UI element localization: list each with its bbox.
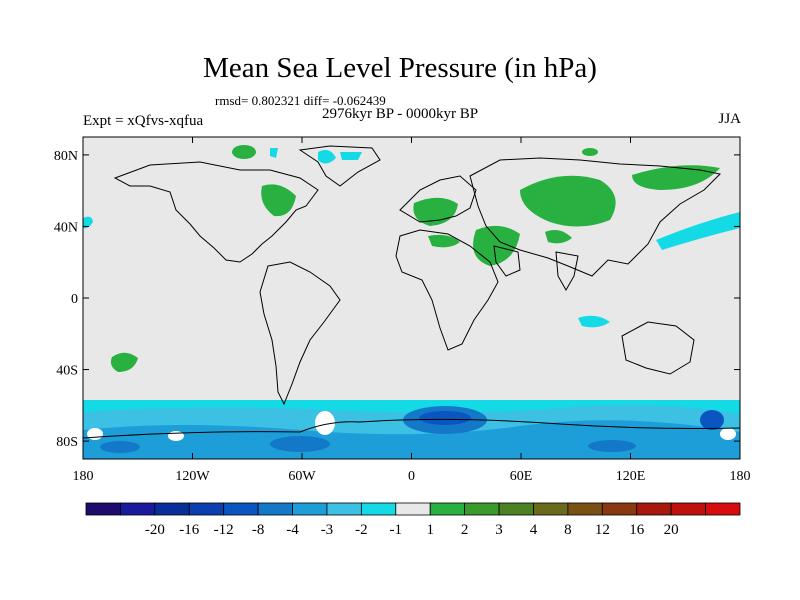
asia: [469, 157, 722, 277]
season-label: JJA: [718, 111, 741, 127]
north-america: [113, 161, 319, 263]
colorbar-label: 16: [629, 522, 645, 538]
colorbar-label: -12: [214, 522, 234, 538]
australia: [621, 321, 695, 375]
colorbar-label: 20: [664, 522, 679, 538]
colorbar-swatch: [429, 502, 466, 516]
greenland: [298, 145, 381, 187]
colorbar-label: -2: [355, 522, 368, 538]
time-period: 2976kyr BP - 0000kyr BP: [322, 106, 479, 122]
map-panel: 80N 40N 0 40S 80S 180 120W 60W 0 60E 120E 180: [54, 136, 751, 484]
colorbar-swatch: [326, 502, 362, 516]
colorbar-label: -1: [390, 522, 403, 538]
lon-label: 120W: [175, 469, 210, 484]
southern-ocean-anomaly: [83, 400, 740, 459]
colorbar: [85, 502, 741, 516]
colorbar-label: 4: [530, 522, 538, 538]
colorbar-label: 8: [564, 522, 572, 538]
negative-anomaly-patches: [83, 148, 740, 328]
lon-label: 0: [408, 469, 415, 484]
colorbar-swatch: [120, 502, 156, 516]
lat-label: 40N: [54, 220, 78, 235]
latitude-labels: 80N 40N 0 40S 80S: [54, 149, 78, 450]
colorbar-swatch: [154, 502, 190, 516]
colorbar-swatch: [464, 502, 500, 516]
plot-title: Mean Sea Level Pressure (in hPa): [203, 52, 597, 84]
colorbar-label: -3: [321, 522, 334, 538]
colorbar-swatch: [601, 502, 638, 516]
lon-label: 180: [73, 469, 94, 484]
colorbar-swatch: [498, 502, 534, 516]
rmsd-diff-stats: rmsd= 0.802321 diff= -0.062439: [215, 93, 386, 108]
europe: [399, 175, 477, 223]
colorbar-swatch: [292, 502, 328, 516]
colorbar-swatch: [636, 502, 672, 516]
colorbar-label: -16: [179, 522, 199, 538]
africa: [395, 229, 499, 351]
lat-label: 0: [71, 292, 78, 307]
colorbar-label: 2: [461, 522, 469, 538]
lat-label: 80S: [56, 435, 78, 450]
coastlines: [82, 145, 741, 439]
colorbar-swatch: [670, 502, 706, 516]
lon-label: 120E: [616, 469, 646, 484]
positive-anomaly-patches: [110, 145, 720, 372]
south-america: [259, 261, 341, 406]
colorbar-label: 3: [495, 522, 503, 538]
colorbar-swatch: [85, 502, 121, 516]
experiment-label: Expt = xQfvs-xqfua: [83, 113, 204, 129]
antarctica: [82, 418, 741, 439]
india: [555, 251, 579, 292]
colorbar-label: -4: [286, 522, 299, 538]
colorbar-swatch: [395, 502, 431, 516]
colorbar-swatch: [567, 502, 603, 516]
arabia: [493, 245, 521, 277]
colorbar-swatch: [257, 502, 293, 516]
longitude-labels: 180 120W 60W 0 60E 120E 180: [73, 469, 751, 484]
colorbar-label: -8: [252, 522, 265, 538]
colorbar-swatch: [360, 502, 397, 516]
colorbar-label: 12: [595, 522, 610, 538]
axis-ticks: [82, 137, 741, 459]
colorbar-swatch: [223, 502, 259, 516]
lon-label: 60W: [288, 469, 316, 484]
colorbar-label: 1: [426, 522, 434, 538]
lon-label: 180: [730, 469, 751, 484]
lat-label: 80N: [54, 149, 78, 164]
colorbar-swatch: [188, 502, 225, 516]
colorbar-label: -20: [145, 522, 165, 538]
colorbar-labels: -20 -16 -12 -8 -4 -3 -2 -1 1 2 3 4 8 12 16 20: [145, 522, 679, 538]
lat-label: 40S: [56, 364, 78, 379]
colorbar-swatch: [533, 502, 569, 516]
colorbar-swatch: [705, 502, 741, 516]
lon-label: 60E: [510, 469, 533, 484]
